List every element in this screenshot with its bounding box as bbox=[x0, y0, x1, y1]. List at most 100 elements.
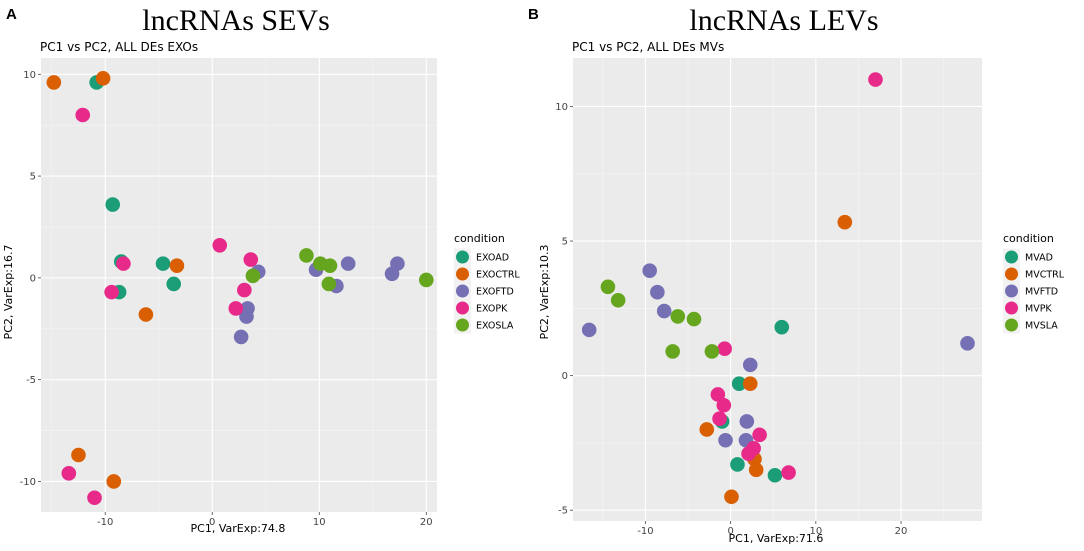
panel-b-ytick-label: 10 bbox=[555, 102, 568, 113]
panel-a-point-exoctrl bbox=[95, 71, 111, 86]
panel-b-point-mvftd bbox=[960, 336, 975, 351]
panel-a-point-exoctrl bbox=[71, 447, 86, 463]
panel-b-point-mvctrl bbox=[724, 489, 739, 505]
panel-a-point-exosla bbox=[418, 272, 434, 288]
panel-b-point-mvad bbox=[767, 467, 783, 483]
panel-b-point-mvftd bbox=[581, 322, 597, 338]
panel-b-legend-swatch bbox=[1005, 301, 1018, 315]
panel-b-point-mvpk bbox=[741, 446, 756, 462]
panel-b-legend-swatch bbox=[1005, 250, 1018, 264]
panel-b-xtick-label: 20 bbox=[895, 526, 908, 537]
panel-a-background bbox=[41, 58, 437, 512]
panel-a-legend-swatch bbox=[456, 318, 469, 332]
panel-a-point-exopk bbox=[61, 466, 77, 481]
panel-a-point-exopk bbox=[87, 490, 102, 506]
panel-a-xtick-label: -10 bbox=[97, 517, 113, 528]
panel-b-point-mvftd bbox=[718, 432, 733, 448]
panel-b-point-mvftd bbox=[656, 303, 672, 319]
panel-b-legend-label-mvpk: MVPK bbox=[1025, 304, 1052, 315]
panel-a-point-exopk bbox=[237, 282, 252, 298]
panel-a-letter: A bbox=[6, 6, 17, 23]
panel-b-point-mvsla bbox=[665, 344, 680, 359]
panel-a-point-exoftd bbox=[340, 256, 356, 271]
panel-b-point-mvsla bbox=[704, 344, 720, 359]
panel-a-point-exopk bbox=[228, 301, 244, 316]
panel-a-point-exoftd bbox=[390, 256, 405, 271]
panel-a-point-exopk bbox=[104, 284, 119, 300]
panel-b-point-mvsla bbox=[670, 309, 686, 324]
panel-b-point-mvpk bbox=[712, 411, 727, 427]
panel-a-xtick-label: 20 bbox=[420, 517, 433, 528]
panel-b-xtick-label: -10 bbox=[637, 526, 653, 537]
panel-a-xtick-label: 0 bbox=[209, 517, 215, 528]
panel-a-point-exoad bbox=[105, 197, 121, 212]
panel-b-point-mvftd bbox=[642, 263, 657, 278]
panel-a-ylabel: PC2, VarExp:16.7 bbox=[2, 245, 15, 340]
panel-b-legend-label-mvsla: MVSLA bbox=[1025, 321, 1058, 332]
panel-a-point-exoctrl bbox=[138, 307, 154, 322]
panel-a-legend-swatch bbox=[456, 250, 469, 264]
panel-a-point-exoctrl bbox=[106, 474, 122, 489]
panel-a-legend-label-exopk: EXOPK bbox=[476, 304, 508, 315]
panel-b-legend-label-mvctrl: MVCTRL bbox=[1025, 270, 1065, 281]
panel-a-point-exosla bbox=[321, 276, 337, 292]
panel-b-point-mvsla bbox=[600, 279, 616, 295]
panel-b-xtick-label: 0 bbox=[727, 526, 733, 537]
panel-b-ylabel: PC2, VarExp:10.3 bbox=[538, 245, 551, 340]
panel-b-legend-swatch bbox=[1005, 284, 1018, 298]
panel-b-ytick-label: 0 bbox=[562, 371, 568, 382]
panel-a-legend-label-exoctrl: EXOCTRL bbox=[476, 270, 520, 281]
panel-b-point-mvftd bbox=[742, 357, 758, 373]
panel-a-point-exoctrl bbox=[46, 75, 62, 90]
panel-a-point-exoad bbox=[155, 256, 171, 271]
panel-a-point-exosla bbox=[245, 268, 261, 284]
panel-a-point-exoftd bbox=[240, 301, 255, 316]
panel-b-point-mvctrl bbox=[742, 376, 758, 392]
panel-a-point-exoad bbox=[166, 276, 182, 292]
panel-a-title: lncRNAs SEVs bbox=[142, 4, 330, 37]
panel-b-plot: -10 0 10 20 10 5 0 -5 bbox=[555, 58, 982, 537]
panel-a-point-exopk bbox=[116, 256, 131, 271]
panel-a-legend: condition EXOAD EXOCTRL EXOFTD EXOPK EXOSLA bbox=[454, 232, 520, 334]
panel-b-letter: B bbox=[528, 6, 539, 23]
panel-b-point-mvftd bbox=[650, 284, 665, 300]
panel-b-legend-label-mvad: MVAD bbox=[1025, 253, 1053, 264]
panel-b-point-mvpk bbox=[717, 341, 732, 357]
panel-a-legend-swatch bbox=[456, 267, 469, 281]
panel-b-point-mvsla bbox=[610, 292, 626, 308]
panel-a-legend-swatch bbox=[456, 284, 469, 298]
panel-b-point-mvsla bbox=[686, 311, 702, 327]
panel-a-plot: -10 0 10 20 10 5 0 -5 -10 bbox=[20, 58, 437, 528]
panel-a-point-exopk bbox=[212, 238, 228, 253]
panel-a-xlabel: PC1, VarExp:74.8 bbox=[191, 522, 286, 535]
panel-b-ytick-label: 5 bbox=[562, 237, 568, 248]
panel-b-point-mvpk bbox=[716, 397, 732, 413]
panel-b-background bbox=[573, 58, 982, 521]
panel-a-legend-title: condition bbox=[454, 232, 505, 245]
panel-b-point-mvpk bbox=[868, 72, 883, 87]
panel-b-point-mvad bbox=[774, 319, 790, 335]
panel-a-point-exoftd bbox=[233, 329, 249, 345]
panel-a-point-exosla bbox=[322, 258, 338, 273]
panel-a-ytick-label: 10 bbox=[23, 70, 36, 81]
panel-b-legend-swatch bbox=[1005, 318, 1018, 332]
panel-a-point-exoctrl bbox=[169, 258, 185, 273]
panel-b-point-mvpk bbox=[781, 465, 796, 480]
panel-b-point-mvctrl bbox=[748, 462, 764, 478]
panel-b-point-mvftd bbox=[739, 414, 755, 429]
panel-b-legend-swatch bbox=[1005, 267, 1018, 281]
panel-b-point-mvctrl bbox=[699, 422, 715, 437]
panel-b-point-mvpk bbox=[752, 427, 767, 443]
panel-a-point-exopk bbox=[75, 107, 91, 123]
panel-a-ytick-label: 0 bbox=[30, 273, 36, 284]
panel-b-legend-title: condition bbox=[1003, 232, 1054, 245]
panel-a-legend-label-exosla: EXOSLA bbox=[476, 321, 514, 332]
panel-b-xtick-label: 10 bbox=[809, 526, 822, 537]
panel-a-subtitle: PC1 vs PC2, ALL DEs EXOs bbox=[40, 40, 198, 54]
panel-b-point-mvctrl bbox=[837, 214, 853, 230]
panel-a-legend-label-exoad: EXOAD bbox=[476, 253, 509, 264]
panel-b-point-mvad bbox=[731, 376, 747, 392]
panel-a-legend-label-exoftd: EXOFTD bbox=[476, 287, 514, 298]
panel-a-point-exopk bbox=[243, 252, 259, 267]
